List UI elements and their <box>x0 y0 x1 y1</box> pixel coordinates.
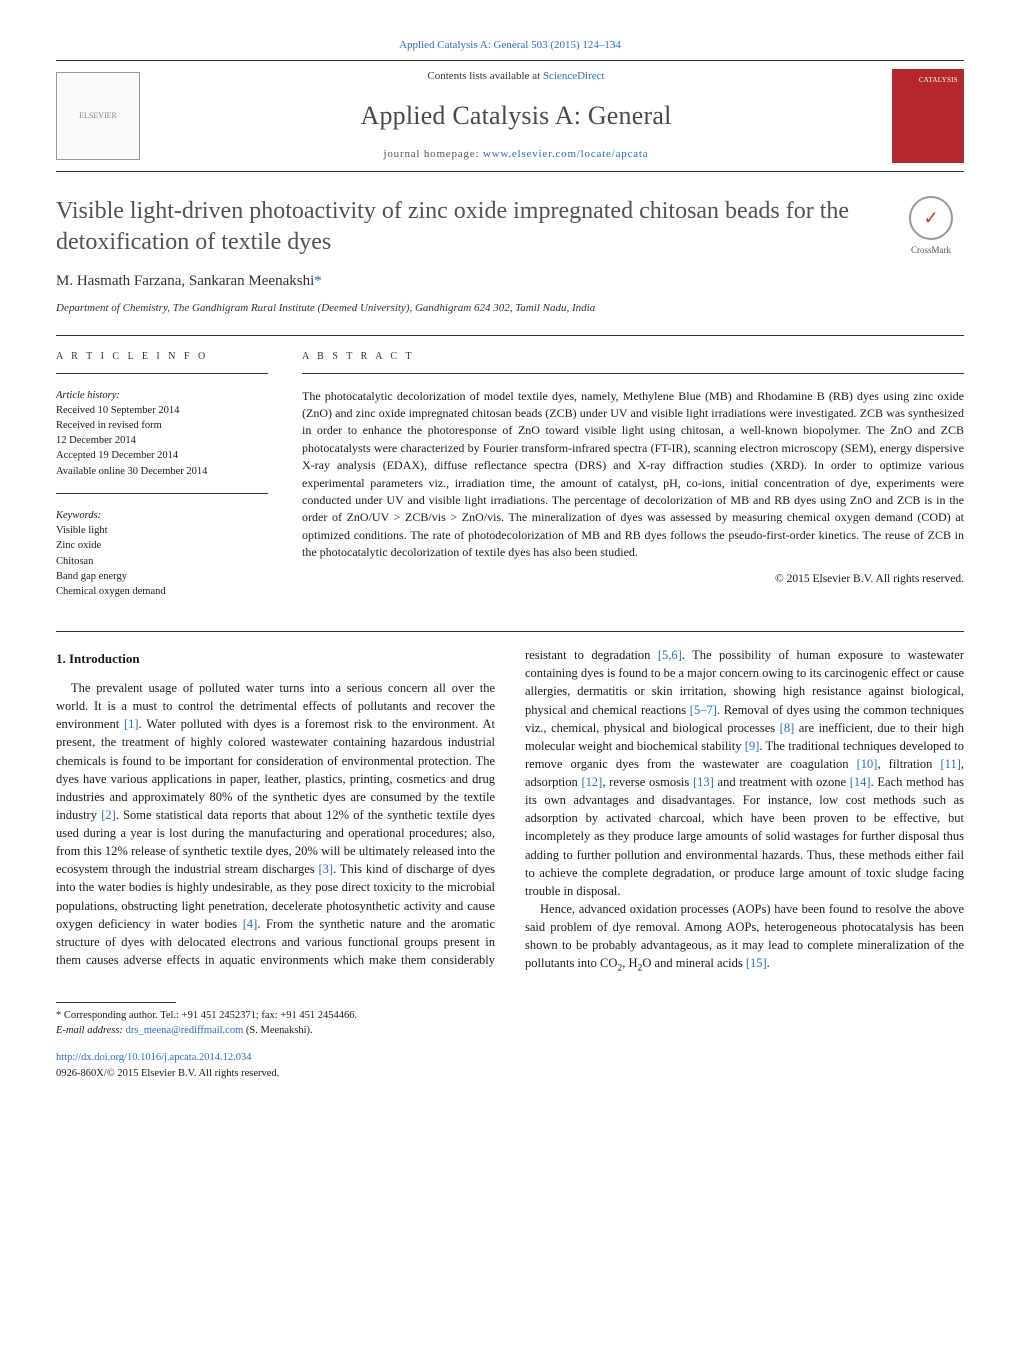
citation[interactable]: [15] <box>746 956 767 970</box>
footnote-divider <box>56 1002 176 1003</box>
elsevier-logo: ELSEVIER <box>56 72 140 160</box>
journal-header: ELSEVIER Contents lists available at Sci… <box>56 60 964 172</box>
history-line: Received in revised form <box>56 418 268 433</box>
citation[interactable]: [8] <box>780 721 795 735</box>
citation[interactable]: [11] <box>941 757 961 771</box>
crossmark-label: CrossMark <box>911 245 951 255</box>
email-suffix: (S. Meenakshi). <box>243 1025 312 1036</box>
abstract-copyright: © 2015 Elsevier B.V. All rights reserved… <box>302 571 964 588</box>
divider <box>56 335 964 336</box>
section-number: 1. <box>56 651 66 666</box>
citation[interactable]: [10] <box>857 757 878 771</box>
homepage-line: journal homepage: www.elsevier.com/locat… <box>158 147 874 163</box>
citation[interactable]: [1] <box>124 717 139 731</box>
journal-title: Applied Catalysis A: General <box>158 97 874 135</box>
journal-cover-thumbnail <box>892 69 964 163</box>
sciencedirect-link[interactable]: ScienceDirect <box>543 70 605 82</box>
history-line: Received 10 September 2014 <box>56 403 268 418</box>
article-info-column: A R T I C L E I N F O Article history: R… <box>56 350 268 613</box>
abstract-heading: A B S T R A C T <box>302 350 964 365</box>
keyword: Zinc oxide <box>56 538 268 553</box>
homepage-prefix: journal homepage: <box>384 148 483 160</box>
citation[interactable]: [12] <box>582 775 603 789</box>
divider <box>56 631 964 632</box>
article-history: Article history: Received 10 September 2… <box>56 388 268 479</box>
abstract-text: The photocatalytic decolorization of mod… <box>302 388 964 562</box>
text-run: . <box>767 956 770 970</box>
email-link[interactable]: drs_meena@rediffmail.com <box>126 1025 244 1036</box>
affiliation: Department of Chemistry, The Gandhigram … <box>56 301 964 317</box>
history-line: Available online 30 December 2014 <box>56 464 268 479</box>
divider <box>56 493 268 494</box>
paragraph: Hence, advanced oxidation processes (AOP… <box>525 900 964 976</box>
text-run: , filtration <box>877 757 940 771</box>
history-line: Accepted 19 December 2014 <box>56 448 268 463</box>
keyword: Chemical oxygen demand <box>56 584 268 599</box>
text-run: , reverse osmosis <box>602 775 693 789</box>
footnotes: * Corresponding author. Tel.: +91 451 24… <box>56 1009 964 1038</box>
section-title: Introduction <box>69 651 140 666</box>
text-run: O and mineral acids <box>642 956 745 970</box>
history-line: 12 December 2014 <box>56 433 268 448</box>
issn-copyright: 0926-860X/© 2015 Elsevier B.V. All right… <box>56 1066 964 1081</box>
body-text: 1. Introduction The prevalent usage of p… <box>56 646 964 976</box>
citation[interactable]: [2] <box>101 808 116 822</box>
text-run: and treatment with ozone <box>714 775 850 789</box>
citation[interactable]: [13] <box>693 775 714 789</box>
citation[interactable]: [9] <box>745 739 760 753</box>
history-label: Article history: <box>56 388 268 403</box>
text-run: . Each method has its own advantages and… <box>525 775 964 898</box>
doi-block: http://dx.doi.org/10.1016/j.apcata.2014.… <box>56 1050 964 1080</box>
keywords-label: Keywords: <box>56 508 268 523</box>
text-run: , H <box>622 956 637 970</box>
text-run: . Water polluted with dyes is a foremost… <box>56 717 495 822</box>
keywords-block: Keywords: Visible light Zinc oxide Chito… <box>56 508 268 599</box>
keyword: Visible light <box>56 523 268 538</box>
citation[interactable]: [3] <box>318 862 333 876</box>
crossmark-badge[interactable]: ✓ CrossMark <box>898 196 964 257</box>
author-names: M. Hasmath Farzana, Sankaran Meenakshi <box>56 273 314 289</box>
email-label: E-mail address: <box>56 1025 126 1036</box>
corresponding-marker: * <box>314 273 322 289</box>
authors: M. Hasmath Farzana, Sankaran Meenakshi* <box>56 271 964 293</box>
divider <box>302 373 964 374</box>
keyword: Band gap energy <box>56 569 268 584</box>
homepage-link[interactable]: www.elsevier.com/locate/apcata <box>483 148 649 160</box>
contents-prefix: Contents lists available at <box>427 70 542 82</box>
corresponding-author-footnote: * Corresponding author. Tel.: +91 451 24… <box>56 1009 964 1024</box>
journal-reference: Applied Catalysis A: General 503 (2015) … <box>56 38 964 54</box>
abstract-column: A B S T R A C T The photocatalytic decol… <box>302 350 964 613</box>
crossmark-icon: ✓ <box>909 196 953 240</box>
article-title: Visible light-driven photoactivity of zi… <box>56 196 882 257</box>
keyword: Chitosan <box>56 554 268 569</box>
doi-link[interactable]: http://dx.doi.org/10.1016/j.apcata.2014.… <box>56 1052 252 1063</box>
email-footnote: E-mail address: drs_meena@rediffmail.com… <box>56 1024 964 1039</box>
citation[interactable]: [4] <box>243 917 258 931</box>
divider <box>56 373 268 374</box>
citation[interactable]: [5,6] <box>658 648 682 662</box>
citation[interactable]: [14] <box>850 775 871 789</box>
section-heading: 1. Introduction <box>56 650 495 669</box>
contents-available-line: Contents lists available at ScienceDirec… <box>158 69 874 85</box>
article-info-heading: A R T I C L E I N F O <box>56 350 268 365</box>
citation[interactable]: [5–7] <box>690 703 717 717</box>
